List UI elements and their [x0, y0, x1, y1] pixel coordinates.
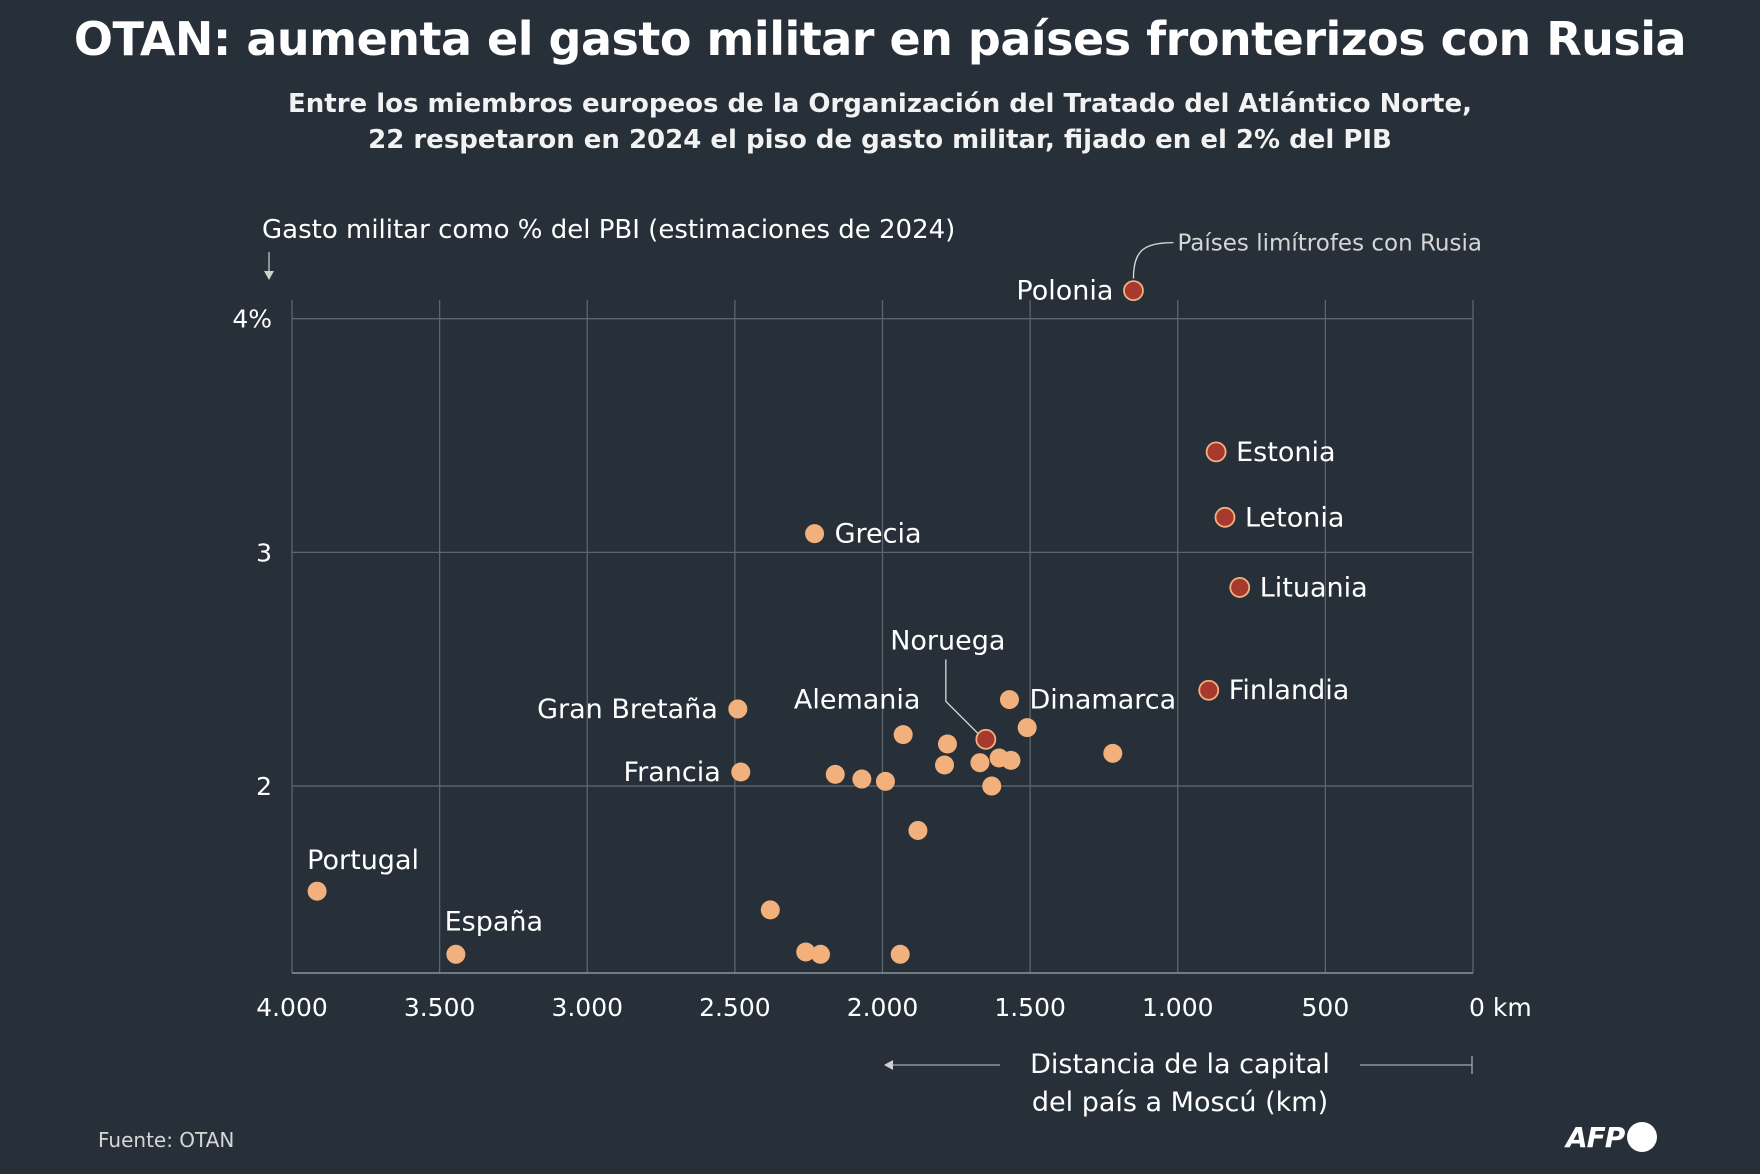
x-tick-label: 0 km: [1469, 993, 1532, 1022]
data-point: [731, 762, 751, 782]
point-label: España: [445, 906, 543, 937]
data-point: [728, 699, 748, 719]
legend-leader-line: [1132, 242, 1174, 279]
data-point: [1103, 743, 1123, 763]
point-label: Gran Bretaña: [537, 694, 718, 725]
data-point: [1001, 750, 1021, 770]
data-point: [875, 771, 895, 791]
point-label: Noruega: [890, 625, 1005, 656]
data-point: [760, 900, 780, 920]
subtitle-line-2: 22 respetaron en 2024 el piso de gasto m…: [368, 125, 1392, 155]
y-tick-label: 2: [256, 772, 272, 801]
data-point: [825, 764, 845, 784]
chart-title: OTAN: aumenta el gasto militar en países…: [73, 12, 1687, 66]
chart-subtitle: Entre los miembros europeos de la Organi…: [0, 86, 1760, 158]
x-tick-label: 1.000: [1142, 993, 1214, 1022]
point-label: Lituania: [1260, 572, 1368, 603]
y-tick-label: 4%: [232, 305, 272, 334]
point-label: Portugal: [307, 845, 419, 876]
y-axis-label: Gasto militar como % del PBI (estimacion…: [262, 215, 955, 245]
data-point: [1123, 280, 1144, 302]
data-point: [890, 944, 910, 964]
noruega-leader-line: [945, 659, 979, 734]
x-axis-arrow-head: [884, 1060, 893, 1070]
data-point: [1229, 577, 1251, 598]
data-point: [446, 944, 466, 964]
x-tick-label: 2.000: [847, 993, 919, 1022]
data-point: [999, 690, 1019, 710]
point-label: Estonia: [1236, 437, 1335, 468]
afp-logo: AFP: [1566, 1120, 1658, 1154]
x-axis-label-line-1: Distancia de la capital: [1030, 1049, 1330, 1080]
data-point: [1205, 441, 1227, 463]
x-axis-label-line-2: del país a Moscú (km): [1032, 1087, 1328, 1118]
subtitle-line-1: Entre los miembros europeos de la Organi…: [288, 89, 1472, 119]
data-point: [1198, 679, 1220, 701]
x-tick-label: 3.000: [551, 993, 623, 1022]
point-label: Grecia: [835, 519, 922, 550]
data-point: [935, 755, 955, 775]
point-label: Polonia: [1016, 276, 1113, 307]
data-point: [805, 524, 825, 544]
data-point: [975, 728, 997, 750]
y-tick-label: 3: [256, 538, 272, 567]
point-label: Finlandia: [1229, 675, 1350, 706]
point-label: Francia: [624, 757, 721, 788]
x-tick-label: 2.500: [699, 993, 771, 1022]
x-tick-label: 4.000: [256, 993, 328, 1022]
data-point: [908, 820, 928, 840]
x-tick-label: 3.500: [404, 993, 476, 1022]
data-point: [937, 734, 957, 754]
source-note: Fuente: OTAN: [98, 1128, 235, 1152]
data-point: [1017, 718, 1037, 738]
point-label: Dinamarca: [1029, 685, 1176, 716]
x-tick-label: 1.500: [994, 993, 1066, 1022]
data-point: [970, 753, 990, 773]
point-label: Alemania: [794, 685, 921, 716]
data-point: [852, 769, 872, 789]
x-tick-label: 500: [1302, 993, 1350, 1022]
data-point: [796, 942, 816, 962]
data-point: [893, 725, 913, 745]
data-point: [1214, 506, 1236, 528]
data-point: [982, 776, 1002, 796]
y-axis-arrow-head: [264, 271, 274, 280]
point-label: Letonia: [1245, 502, 1344, 533]
data-point: [810, 944, 830, 964]
legend-border-countries: Países limítrofes con Rusia: [1177, 231, 1482, 257]
afp-logo-dot: [1627, 1122, 1658, 1152]
data-point: [307, 881, 327, 901]
afp-logo-text: AFP: [1566, 1120, 1625, 1154]
